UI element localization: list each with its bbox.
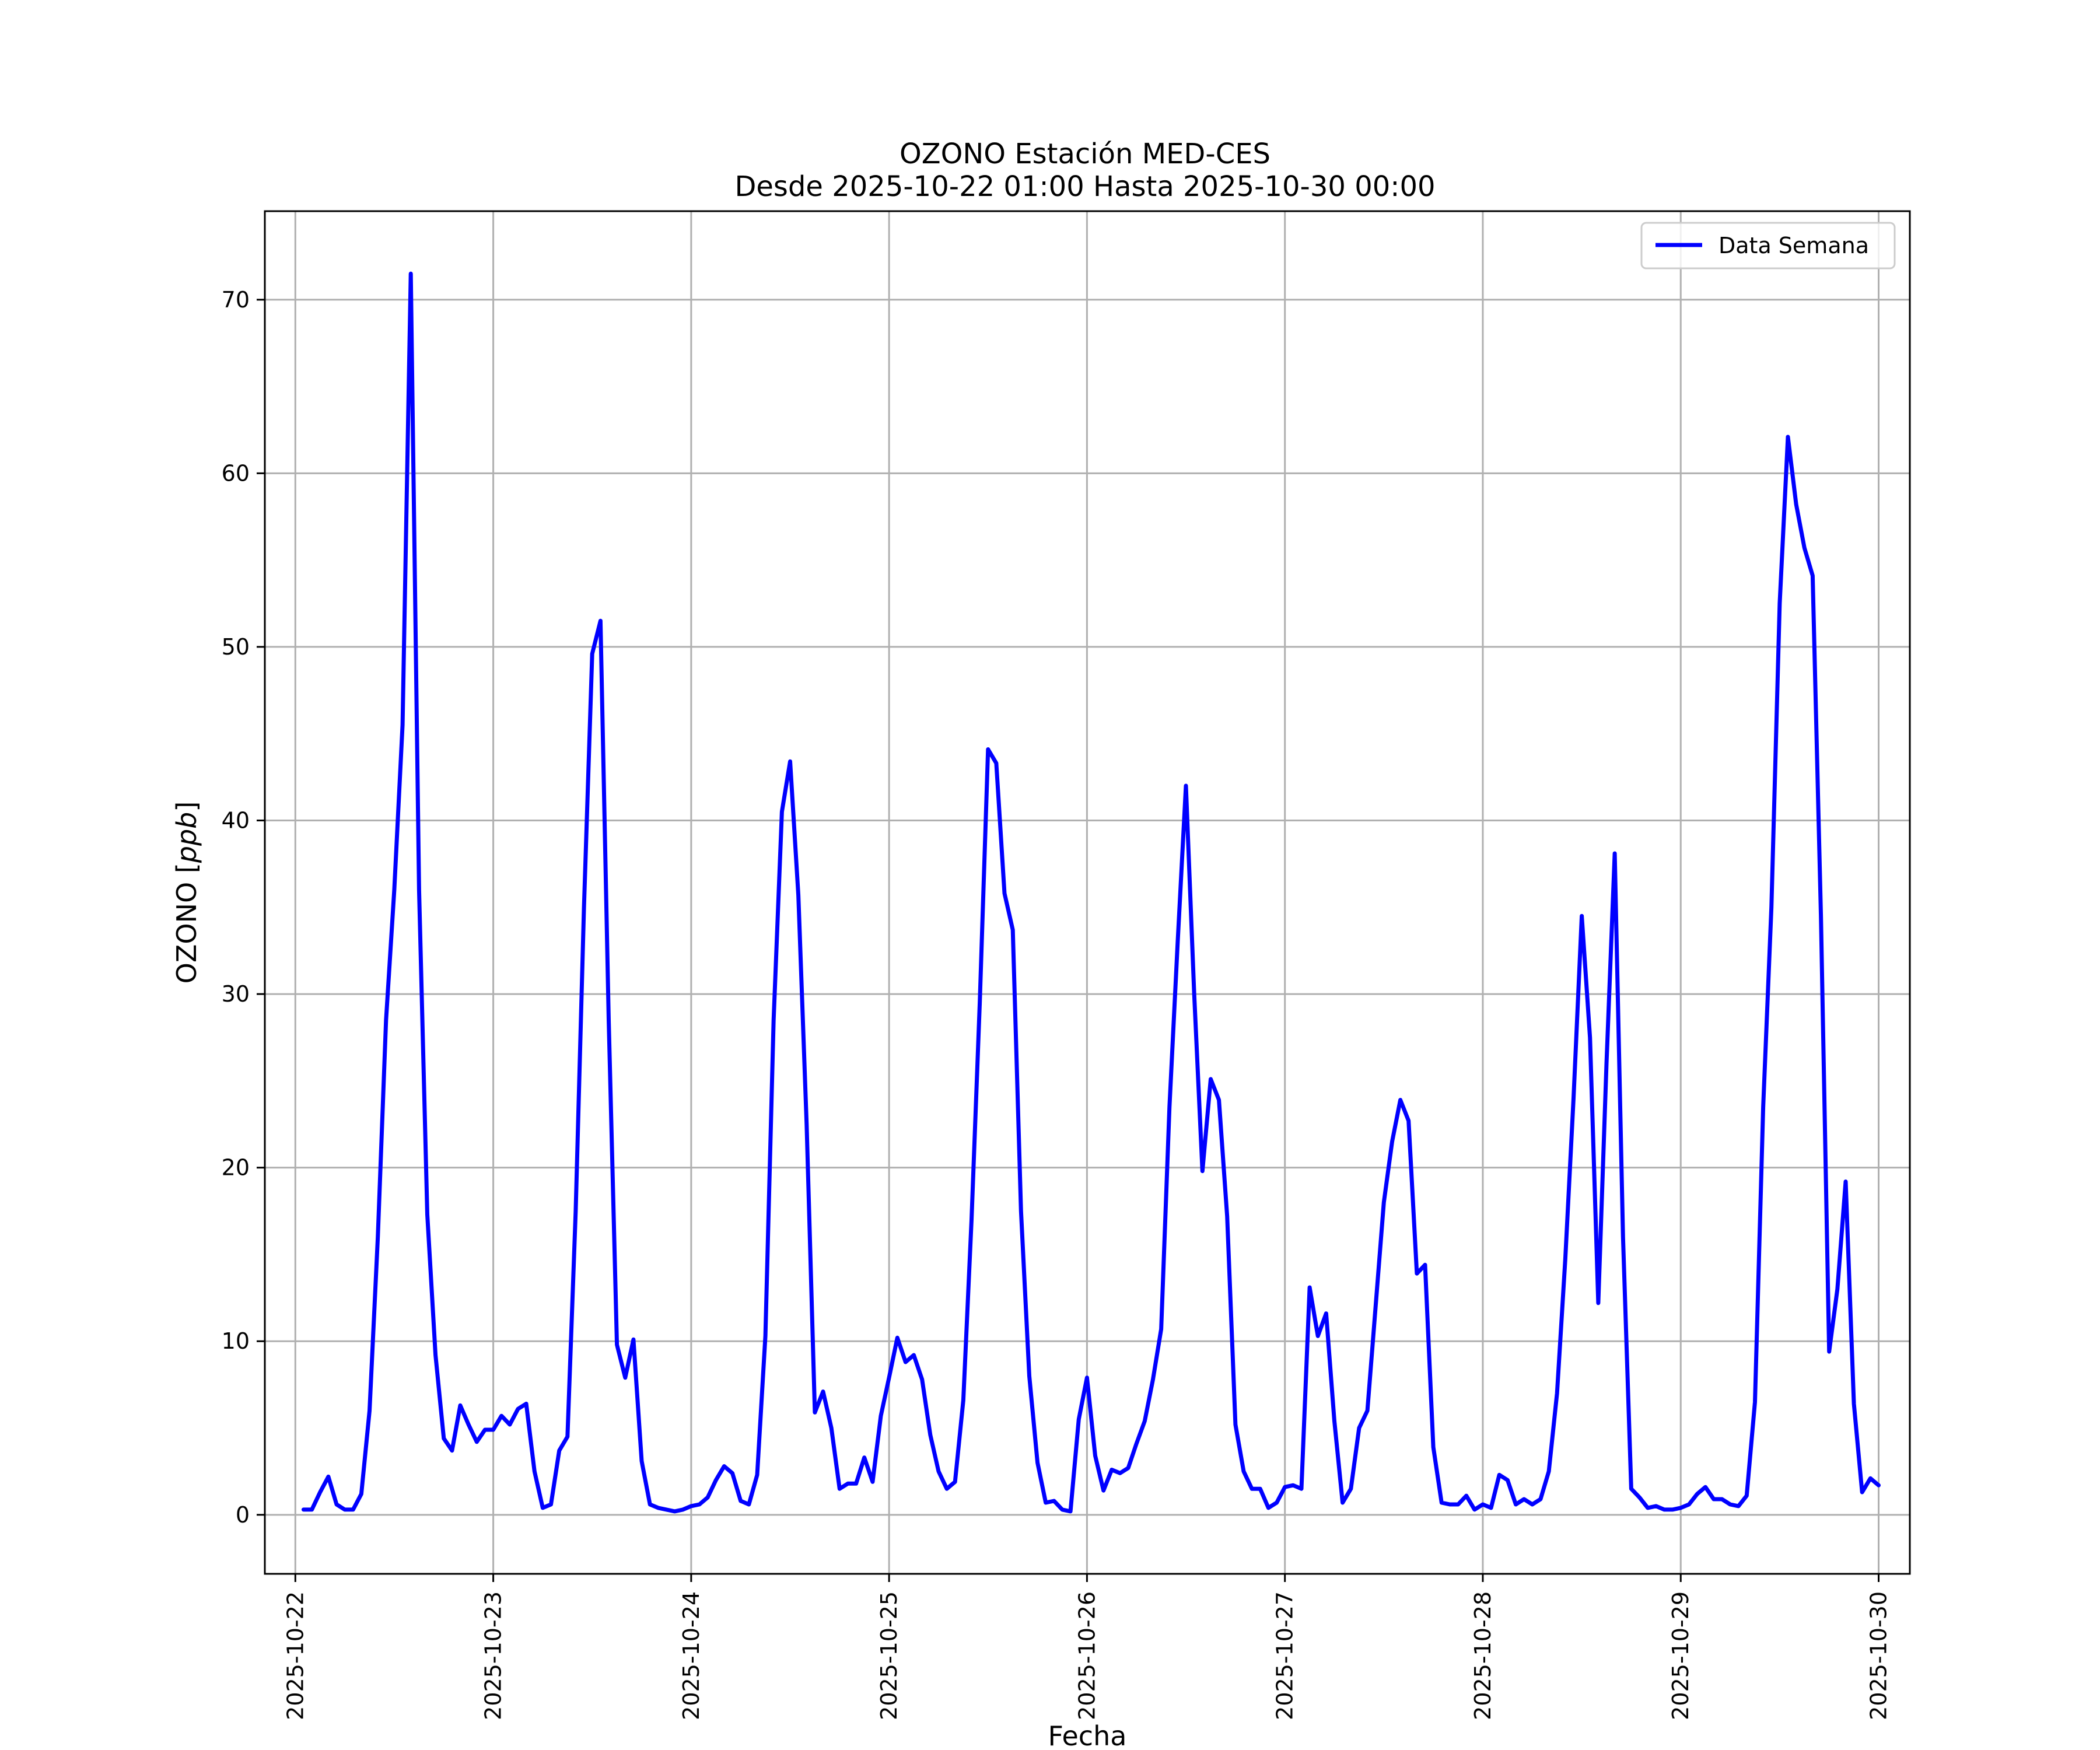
plot-frame [264, 210, 1911, 1575]
y-tick-label: 30 [222, 981, 250, 1007]
x-axis-label: Fecha [1048, 1720, 1127, 1750]
series-line-data-semana [301, 271, 1881, 1514]
chart-title: OZONO Estación MED-CES [900, 138, 1270, 170]
y-axis-label-unit: ppb [171, 812, 202, 864]
y-tick-label: 70 [222, 287, 250, 313]
x-tick-label: 2025-10-26 [1074, 1591, 1100, 1720]
legend: Data Semana [1640, 222, 1896, 270]
y-tick-label: 40 [222, 808, 250, 834]
y-axis-label: OZONO [ppb] [171, 802, 202, 984]
x-tick-label: 2025-10-23 [481, 1591, 506, 1720]
y-tick-label: 0 [236, 1502, 250, 1528]
y-tick-label: 20 [222, 1155, 250, 1181]
x-tick-label: 2025-10-28 [1470, 1591, 1496, 1720]
grid [265, 211, 1910, 1574]
x-tick-label: 2025-10-29 [1668, 1591, 1693, 1720]
axis-ticks: 2025-10-22 2025-10-23 2025-10-24 2025-10-25… [222, 287, 1892, 1720]
y-tick-label: 60 [222, 460, 250, 486]
y-tick-label: 10 [222, 1328, 250, 1354]
y-axis-label-main: OZONO [ [171, 863, 202, 984]
legend-entry-data-semana: Data Semana [1718, 233, 1869, 258]
chart-subtitle: Desde 2025-10-22 01:00 Hasta 2025-10-30 … [734, 170, 1435, 203]
x-tick-label: 2025-10-22 [282, 1591, 308, 1720]
y-axis-label-close: ] [171, 802, 202, 812]
x-tick-label: 2025-10-27 [1272, 1591, 1298, 1720]
y-tick-label: 50 [222, 634, 250, 660]
x-tick-label: 2025-10-24 [678, 1591, 704, 1720]
x-tick-label: 2025-10-25 [876, 1591, 902, 1720]
x-tick-label: 2025-10-30 [1866, 1591, 1892, 1720]
legend-box [1640, 222, 1896, 270]
